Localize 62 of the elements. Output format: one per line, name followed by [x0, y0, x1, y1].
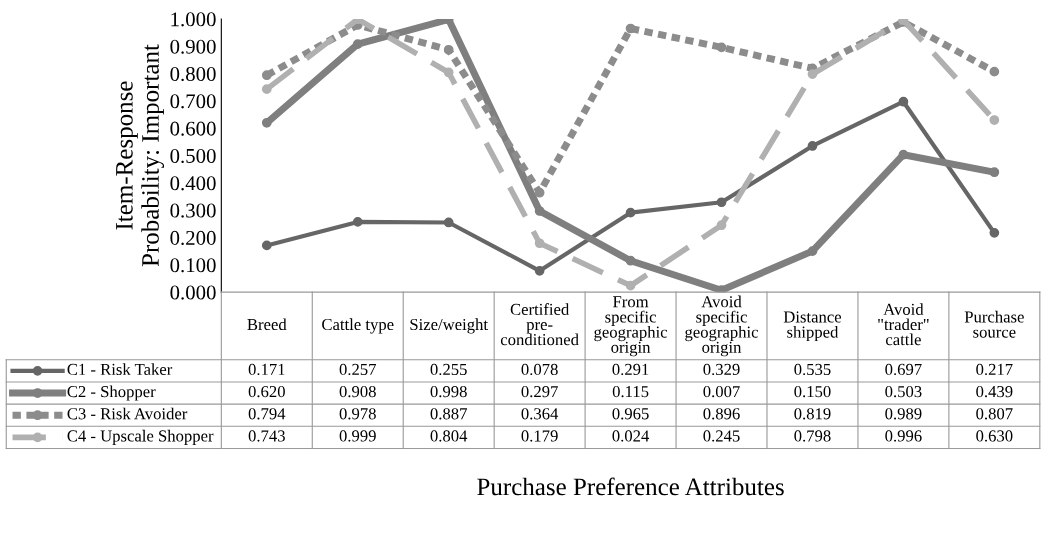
text: 0.503 — [885, 385, 922, 398]
text: 0.257 — [339, 363, 377, 376]
y-tick-label: 0.500 — [170, 148, 216, 164]
x-tick-label: Breed — [247, 318, 287, 331]
text: 0.291 — [612, 363, 649, 376]
text: 0.245 — [703, 430, 740, 442]
text: 0.007 — [703, 385, 740, 398]
text: 0.150 — [794, 385, 831, 398]
text: 0.908 — [339, 385, 376, 398]
text: 0.965 — [612, 408, 649, 420]
text: 0.798 — [794, 430, 831, 442]
y-tick-label: 0.800 — [170, 66, 216, 82]
x-tick-label: Certified pre- conditioned — [500, 303, 579, 346]
text: 0.989 — [885, 408, 922, 420]
x-tick-label: From specific geographic origin — [594, 296, 668, 357]
y-tick-label: 0.300 — [170, 203, 216, 218]
text: 0.998 — [430, 385, 467, 398]
text: 0.697 — [885, 363, 922, 376]
y-tick-label: 0.600 — [170, 121, 216, 136]
text: 0.179 — [521, 430, 558, 442]
text: 0.255 — [430, 363, 467, 376]
y-tick-label: 0.900 — [170, 39, 216, 54]
text: 0.630 — [976, 430, 1013, 442]
x-tick-label: Purchase source — [964, 310, 1024, 338]
text: 0.794 — [248, 408, 286, 420]
y-tick-label: 0.700 — [170, 94, 216, 109]
y-tick-label: 0.200 — [170, 230, 216, 246]
text: 0.439 — [976, 385, 1013, 398]
x-tick-label: Distance shipped — [783, 311, 842, 342]
x-axis-title: Purchase Preference Attributes — [477, 477, 784, 496]
text: 0.896 — [703, 408, 740, 420]
text: 0.819 — [794, 408, 831, 420]
y-tick-label: 0.400 — [170, 176, 216, 191]
text: 0.887 — [430, 408, 467, 420]
text: 0.115 — [612, 385, 649, 398]
text: 0.999 — [339, 430, 376, 442]
text: 0.217 — [976, 363, 1013, 376]
text: 0.329 — [703, 363, 740, 376]
x-tick-label: Avoid specific geographic origin — [685, 295, 759, 357]
text: 0.078 — [521, 363, 558, 376]
y-tick-label: 0.000 — [170, 285, 216, 300]
text: 0.535 — [794, 363, 831, 376]
text: 0.024 — [612, 430, 650, 442]
y-tick-label: 0.100 — [170, 258, 216, 273]
legend-label: C1 - Risk Taker — [67, 363, 173, 376]
x-tick-label: Avoid "trader" cattle — [878, 303, 929, 346]
legend-label: C3 - Risk Avoider — [67, 407, 188, 420]
y-tick-label: 1.000 — [171, 12, 216, 27]
text: 0.743 — [248, 430, 285, 442]
legend-label: C2 - Shopper — [67, 385, 156, 401]
text: 0.996 — [885, 430, 922, 442]
text: 0.807 — [976, 408, 1013, 420]
text: 0.804 — [430, 430, 468, 442]
y-axis-title: Item-Response Probability: Important — [116, 44, 165, 267]
x-tick-label: Cattle type — [322, 318, 394, 334]
x-tick-label: Size/weight — [410, 318, 488, 334]
text: 0.620 — [248, 385, 285, 398]
legend-label: C4 - Upscale Shopper — [67, 429, 214, 445]
text: 0.297 — [521, 385, 558, 398]
text: 0.171 — [248, 363, 285, 376]
text: 0.364 — [521, 408, 559, 420]
text: 0.978 — [339, 408, 376, 420]
